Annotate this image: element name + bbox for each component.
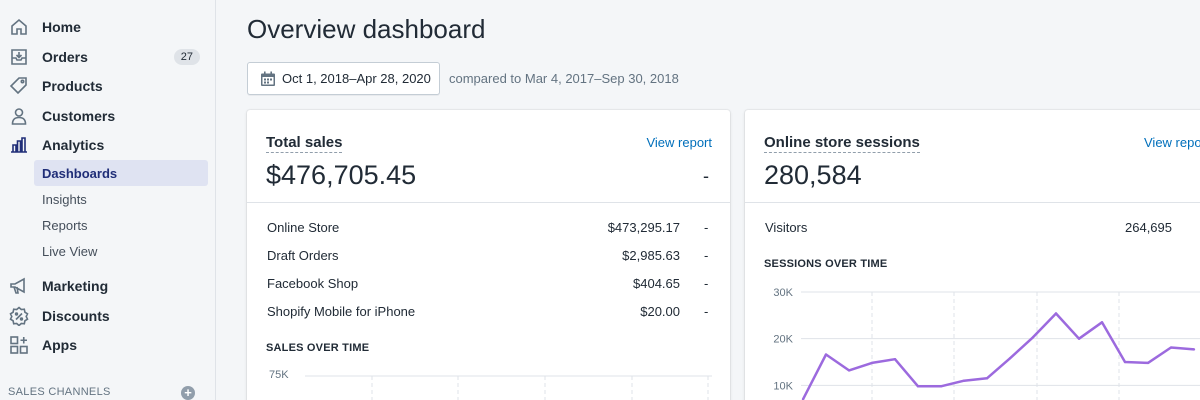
- tag-icon: [8, 75, 30, 97]
- sessions-point-2: [847, 369, 851, 372]
- date-range-text: Oct 1, 2018–Apr 28, 2020: [282, 71, 431, 86]
- total-sales-title[interactable]: Total sales: [266, 134, 343, 153]
- sales-channels-heading: SALES CHANNELS: [8, 386, 111, 398]
- nav-orders-label: Orders: [42, 49, 88, 65]
- sessions-title[interactable]: Online store sessions: [764, 134, 920, 153]
- person-icon: [8, 105, 30, 127]
- sessions-point-9: [1008, 357, 1012, 360]
- sessions-point-12: [1077, 337, 1081, 340]
- sidebar: Home Orders 27 Products Customers Analyt…: [0, 0, 216, 400]
- total-sales-divider: [247, 202, 730, 203]
- calendar-icon: [260, 71, 276, 87]
- sessions-view-report-link[interactable]: View repo: [1144, 135, 1200, 150]
- nav-apps[interactable]: Apps: [0, 331, 216, 359]
- total-sales-view-report-link[interactable]: View report: [646, 135, 712, 150]
- row-facebook-shop-value: $404.65: [633, 276, 680, 291]
- sessions-point-3: [870, 361, 874, 365]
- discount-icon: [8, 305, 30, 327]
- nav-apps-label: Apps: [42, 337, 77, 353]
- row-online-store-value: $473,295.17: [607, 220, 680, 235]
- subnav-live-view[interactable]: Live View: [42, 243, 98, 259]
- nav-home-label: Home: [42, 19, 81, 35]
- visitors-value: 264,695: [1125, 220, 1172, 235]
- nav-discounts[interactable]: Discounts: [0, 302, 216, 330]
- row-draft-orders-value: $2,985.63: [622, 248, 680, 263]
- row-shopify-mobile-label: Shopify Mobile for iPhone: [267, 304, 416, 319]
- add-sales-channel-icon[interactable]: +: [181, 386, 195, 400]
- nav-marketing[interactable]: Marketing: [0, 272, 216, 300]
- apps-icon: [8, 334, 30, 356]
- sessions-point-7: [962, 379, 966, 382]
- row-draft-orders-change: -: [704, 248, 709, 263]
- sessions-point-8: [985, 377, 989, 380]
- sessions-point-17: [1192, 348, 1196, 351]
- nav-products-label: Products: [42, 78, 103, 94]
- sessions-ytick-2: 10K: [773, 380, 793, 392]
- row-facebook-shop-label: Facebook Shop: [267, 276, 359, 291]
- nav-products[interactable]: Products: [0, 72, 216, 100]
- sessions-point-14: [1123, 360, 1127, 364]
- sessions-divider: [745, 202, 1200, 203]
- page-title: Overview dashboard: [247, 14, 486, 44]
- sessions-point-11: [1054, 312, 1058, 315]
- sessions-ytick-1: 20K: [773, 334, 793, 346]
- sales-chart-ytick: 75K: [269, 369, 289, 381]
- subnav-dashboards[interactable]: Dashboards: [34, 160, 208, 186]
- sessions-ytick-0: 30K: [773, 287, 793, 299]
- sessions-point-5: [916, 385, 920, 388]
- compare-period-text: compared to Mar 4, 2017–Sep 30, 2018: [449, 71, 679, 86]
- nav-home[interactable]: Home: [0, 13, 216, 41]
- sessions-chart: 30K 20K 10K: [773, 287, 1200, 400]
- bar-chart-icon: [8, 134, 30, 156]
- nav-customers[interactable]: Customers: [0, 102, 216, 130]
- sessions-point-13: [1100, 321, 1104, 324]
- date-range-button[interactable]: Oct 1, 2018–Apr 28, 2020: [247, 62, 440, 95]
- sessions-point-10: [1031, 336, 1035, 339]
- nav-orders[interactable]: Orders 27: [0, 43, 216, 71]
- nav-discounts-label: Discounts: [42, 308, 110, 324]
- home-icon: [8, 16, 30, 38]
- nav-marketing-label: Marketing: [42, 278, 109, 294]
- sessions-card: Online store sessions View repo 280,584 …: [745, 110, 1200, 400]
- nav-analytics-label: Analytics: [42, 137, 105, 153]
- sessions-point-1: [824, 353, 828, 356]
- row-draft-orders-label: Draft Orders: [267, 248, 339, 263]
- visitors-label: Visitors: [765, 220, 808, 235]
- subnav-insights[interactable]: Insights: [42, 191, 87, 207]
- sessions-point-15: [1146, 361, 1150, 365]
- row-online-store-change: -: [704, 220, 709, 235]
- total-sales-change: -: [703, 166, 709, 186]
- orders-count-badge: 27: [173, 49, 200, 65]
- sessions-value: 280,584: [764, 160, 862, 190]
- row-facebook-shop-change: -: [704, 276, 709, 291]
- orders-icon: [8, 46, 30, 68]
- row-shopify-mobile-change: -: [704, 304, 709, 319]
- total-sales-value: $476,705.45: [266, 160, 417, 190]
- sessions-point-4: [893, 358, 897, 361]
- row-online-store-label: Online Store: [267, 220, 340, 235]
- total-sales-card: Total sales View report $476,705.45 - On…: [247, 110, 730, 400]
- megaphone-icon: [8, 275, 30, 297]
- sessions-series-line: [801, 312, 1195, 400]
- subnav-reports[interactable]: Reports: [42, 217, 88, 233]
- sessions-point-6: [939, 385, 943, 388]
- sales-over-time-heading: SALES OVER TIME: [266, 342, 370, 354]
- nav-customers-label: Customers: [42, 108, 116, 124]
- sales-chart-grid: [305, 375, 712, 400]
- sessions-over-time-heading: SESSIONS OVER TIME: [764, 258, 888, 270]
- nav-analytics[interactable]: Analytics: [0, 131, 216, 159]
- row-shopify-mobile-value: $20.00: [640, 304, 680, 319]
- sessions-point-16: [1169, 346, 1173, 349]
